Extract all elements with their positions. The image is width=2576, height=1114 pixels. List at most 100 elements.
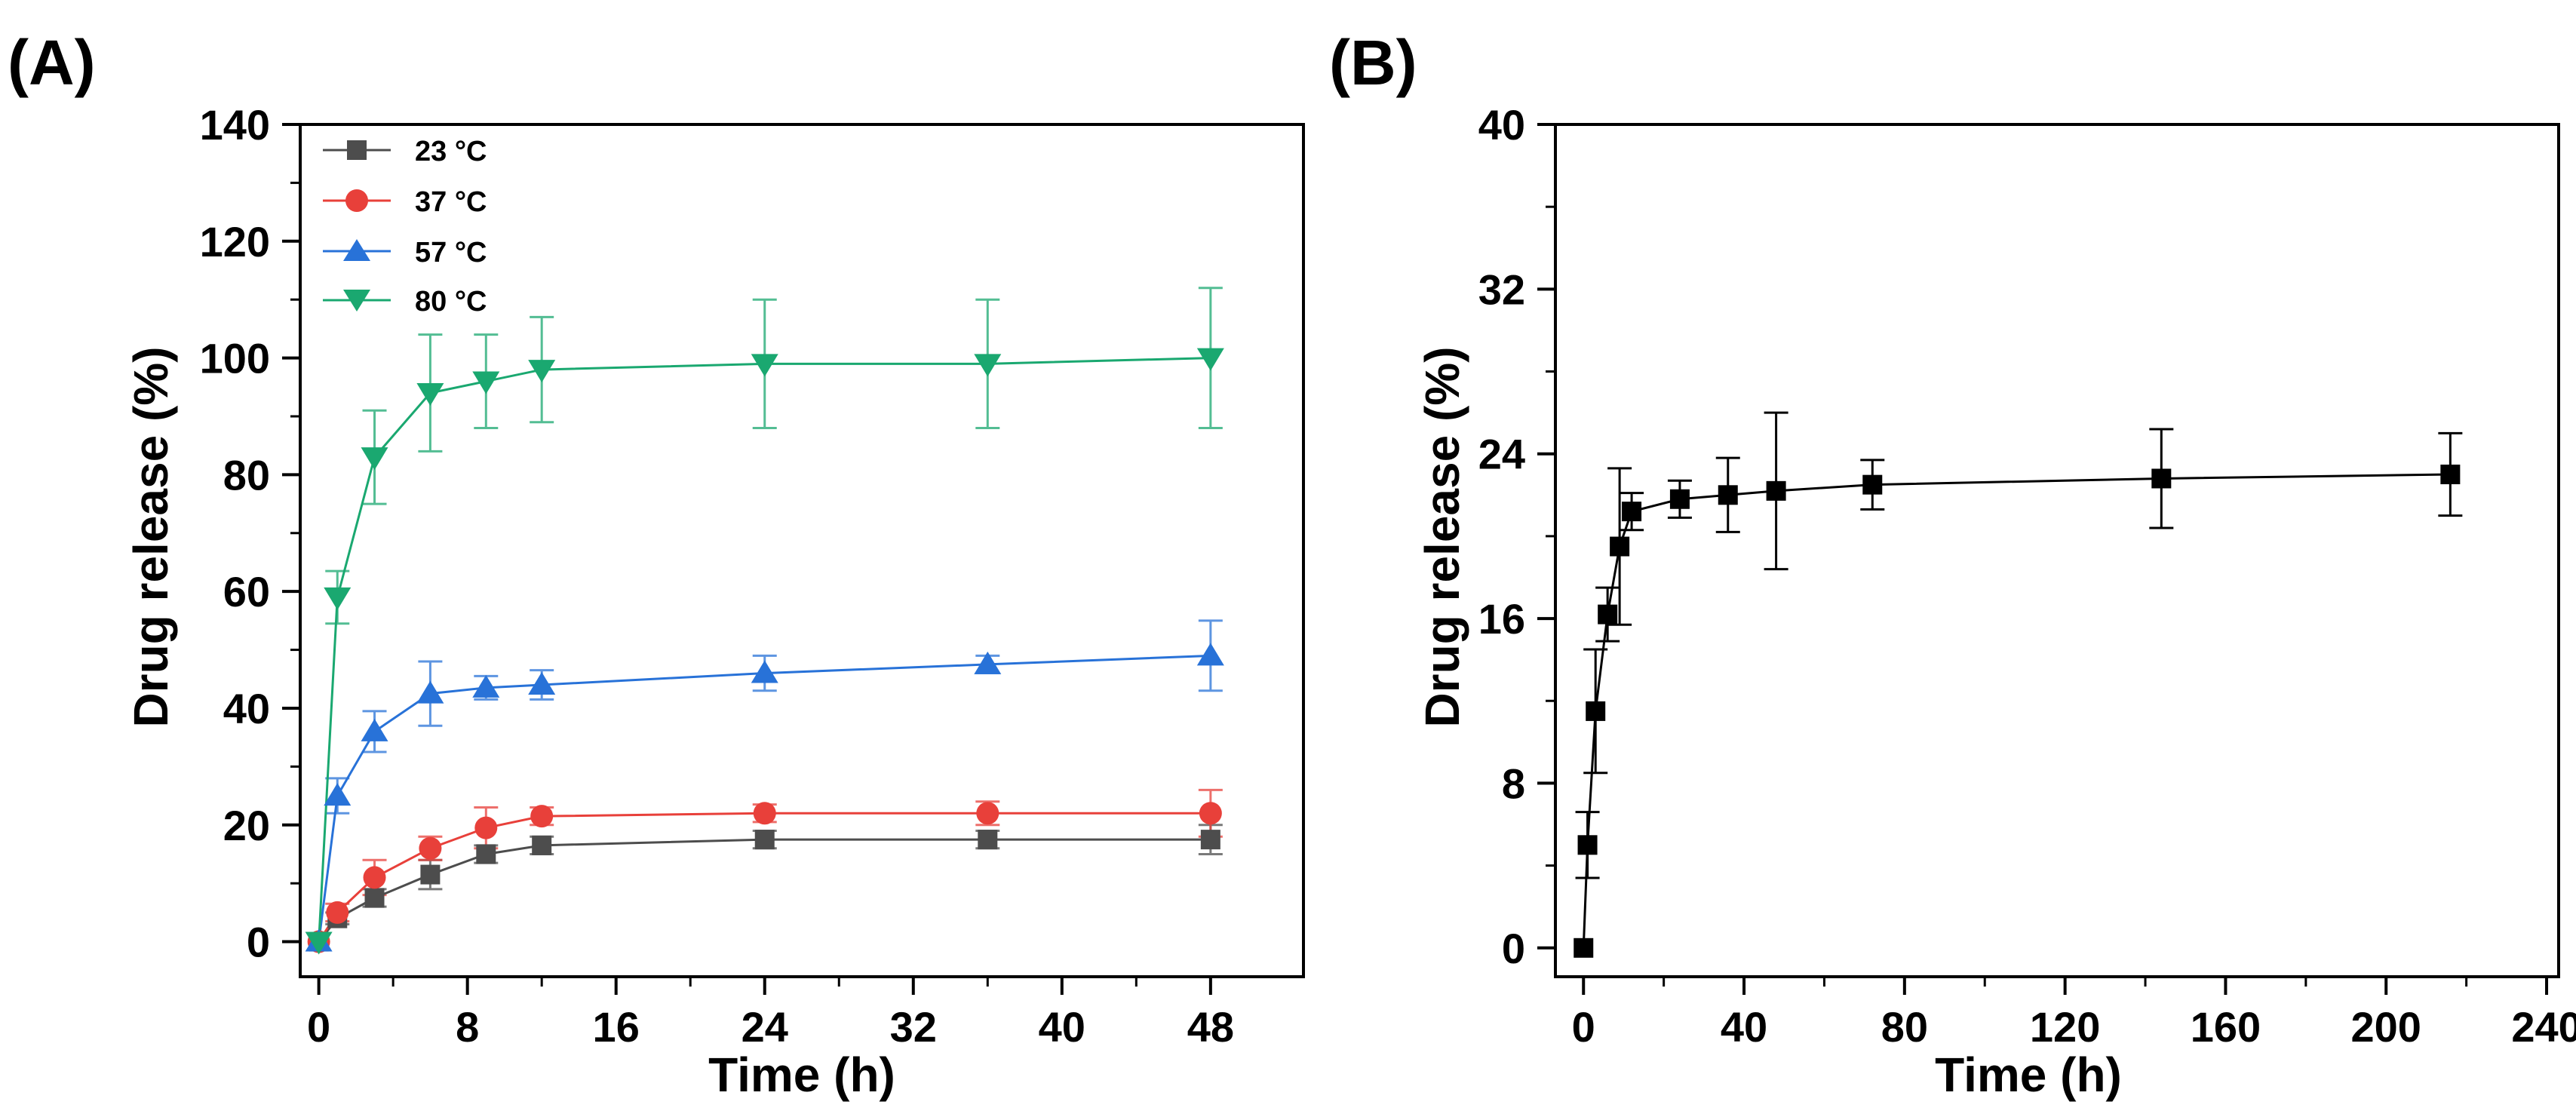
data-point-a-80c xyxy=(974,354,1002,377)
x-tick-label: 16 xyxy=(593,1003,640,1051)
data-point-a-57c xyxy=(1196,643,1224,666)
x-tick-label: 240 xyxy=(2511,1003,2576,1051)
x-tick-label: 32 xyxy=(890,1003,937,1051)
data-point-a-23c xyxy=(754,830,775,850)
data-point-a-37c xyxy=(976,802,999,825)
data-point-a-23c xyxy=(420,864,441,885)
x-tick-label: 8 xyxy=(456,1003,479,1051)
y-tick-label: 40 xyxy=(1478,101,1525,149)
x-tick-label: 80 xyxy=(1881,1003,1928,1051)
series-line-a-23c xyxy=(318,838,1211,943)
data-point-a-23c xyxy=(1200,830,1220,850)
panel-label-a: (A) xyxy=(8,27,96,98)
x-tick-label: 0 xyxy=(1572,1003,1595,1051)
data-point-a-57c xyxy=(324,783,352,806)
x-tick-label: 0 xyxy=(307,1003,330,1051)
legend-item-23c: 23 °C xyxy=(323,136,487,167)
plot-frame-a xyxy=(299,123,1305,978)
data-point-a-23c xyxy=(364,888,385,908)
data-point-b-series0 xyxy=(1718,485,1738,505)
series-lines-b xyxy=(1582,473,2451,948)
x-tick-label: 24 xyxy=(741,1003,788,1051)
data-point-a-80c xyxy=(472,371,500,394)
legend-label-57c: 57 °C xyxy=(415,237,487,269)
legend-item-57c: 57 °C xyxy=(323,237,487,269)
data-point-a-57c xyxy=(751,660,778,683)
axis-ticks-a: 0 8 16 24 32 40 48 0 20 40 60 80 100 120 140 xyxy=(200,101,1234,1051)
markers-b xyxy=(1574,465,2461,958)
data-point-a-80c xyxy=(416,383,444,407)
data-point-b-series0 xyxy=(1862,474,1883,495)
error-bars-a xyxy=(325,287,1223,925)
plot-frame-b xyxy=(1554,123,2560,978)
data-point-a-37c xyxy=(530,805,554,828)
data-point-b-series0 xyxy=(1574,938,1594,958)
chart-panel-b: (B) Drug release (%) Time (h) 0 40 80 120 16… xyxy=(1329,27,2576,1102)
chart-panel-a: (A) Drug release (%) Time (h) 0 8 16 24 32 40… xyxy=(8,27,1305,1102)
series-line-a-57c xyxy=(318,654,1211,942)
data-point-a-57c xyxy=(974,651,1002,674)
data-point-a-57c xyxy=(416,680,444,704)
data-point-a-57c xyxy=(472,674,500,698)
data-point-a-37c xyxy=(419,836,442,860)
data-point-a-37c xyxy=(363,866,386,889)
data-point-a-37c xyxy=(326,901,349,924)
legend-item-80c: 80 °C xyxy=(323,286,487,318)
data-point-b-series0 xyxy=(1669,489,1690,509)
data-point-a-80c xyxy=(305,931,333,955)
data-point-a-80c xyxy=(751,354,778,377)
panel-label-b: (B) xyxy=(1329,27,1417,98)
data-point-b-series0 xyxy=(1577,835,1598,855)
data-point-a-80c xyxy=(324,587,352,610)
data-point-b-series0 xyxy=(2151,468,2172,489)
legend-item-37c: 37 °C xyxy=(323,186,487,218)
data-point-b-series0 xyxy=(1622,502,1642,522)
data-point-b-series0 xyxy=(2440,465,2461,485)
y-tick-label: 20 xyxy=(223,802,270,849)
data-point-a-80c xyxy=(528,360,556,383)
data-point-a-23c xyxy=(476,844,496,864)
x-tick-label: 40 xyxy=(1721,1003,1767,1051)
y-axis-title-a: Drug release (%) xyxy=(124,346,178,727)
y-tick-label: 16 xyxy=(1478,595,1525,643)
data-point-a-80c xyxy=(1196,348,1224,371)
legend-label-23c: 23 °C xyxy=(415,136,487,167)
y-tick-label: 24 xyxy=(1478,431,1525,478)
legend-label-80c: 80 °C xyxy=(415,286,487,318)
x-tick-label: 160 xyxy=(2191,1003,2261,1051)
data-point-a-37c xyxy=(474,816,498,839)
y-tick-label: 0 xyxy=(247,919,270,966)
y-tick-label: 32 xyxy=(1478,265,1525,313)
series-line-a-80c xyxy=(318,357,1211,942)
series-lines-a xyxy=(318,357,1211,943)
x-axis-title-a: Time (h) xyxy=(708,1048,895,1102)
y-tick-label: 0 xyxy=(1502,925,1525,972)
y-axis-title-b: Drug release (%) xyxy=(1415,346,1469,727)
data-point-a-37c xyxy=(753,802,776,825)
y-tick-label: 100 xyxy=(200,335,270,382)
data-point-a-23c xyxy=(978,830,998,850)
data-point-b-series0 xyxy=(1586,701,1606,721)
data-point-a-23c xyxy=(532,835,552,855)
x-tick-label: 40 xyxy=(1039,1003,1085,1051)
y-tick-label: 8 xyxy=(1502,760,1525,807)
markers-a xyxy=(305,348,1224,955)
series-line-b-series0 xyxy=(1582,473,2451,948)
data-point-a-80c xyxy=(361,447,388,471)
data-point-b-series0 xyxy=(1766,480,1786,501)
data-point-a-57c xyxy=(361,718,388,741)
y-tick-label: 140 xyxy=(200,101,270,149)
y-tick-label: 120 xyxy=(200,218,270,265)
data-point-a-37c xyxy=(1199,802,1222,825)
legend-label-37c: 37 °C xyxy=(415,186,487,218)
y-tick-label: 40 xyxy=(223,685,270,732)
y-tick-label: 80 xyxy=(223,451,270,499)
data-point-b-series0 xyxy=(1610,536,1630,557)
data-point-b-series0 xyxy=(1598,604,1618,625)
x-axis-title-b: Time (h) xyxy=(1935,1048,2122,1102)
x-tick-label: 120 xyxy=(2030,1003,2100,1051)
data-point-a-57c xyxy=(528,672,556,695)
y-tick-label: 60 xyxy=(223,568,270,615)
x-tick-label: 48 xyxy=(1187,1003,1234,1051)
